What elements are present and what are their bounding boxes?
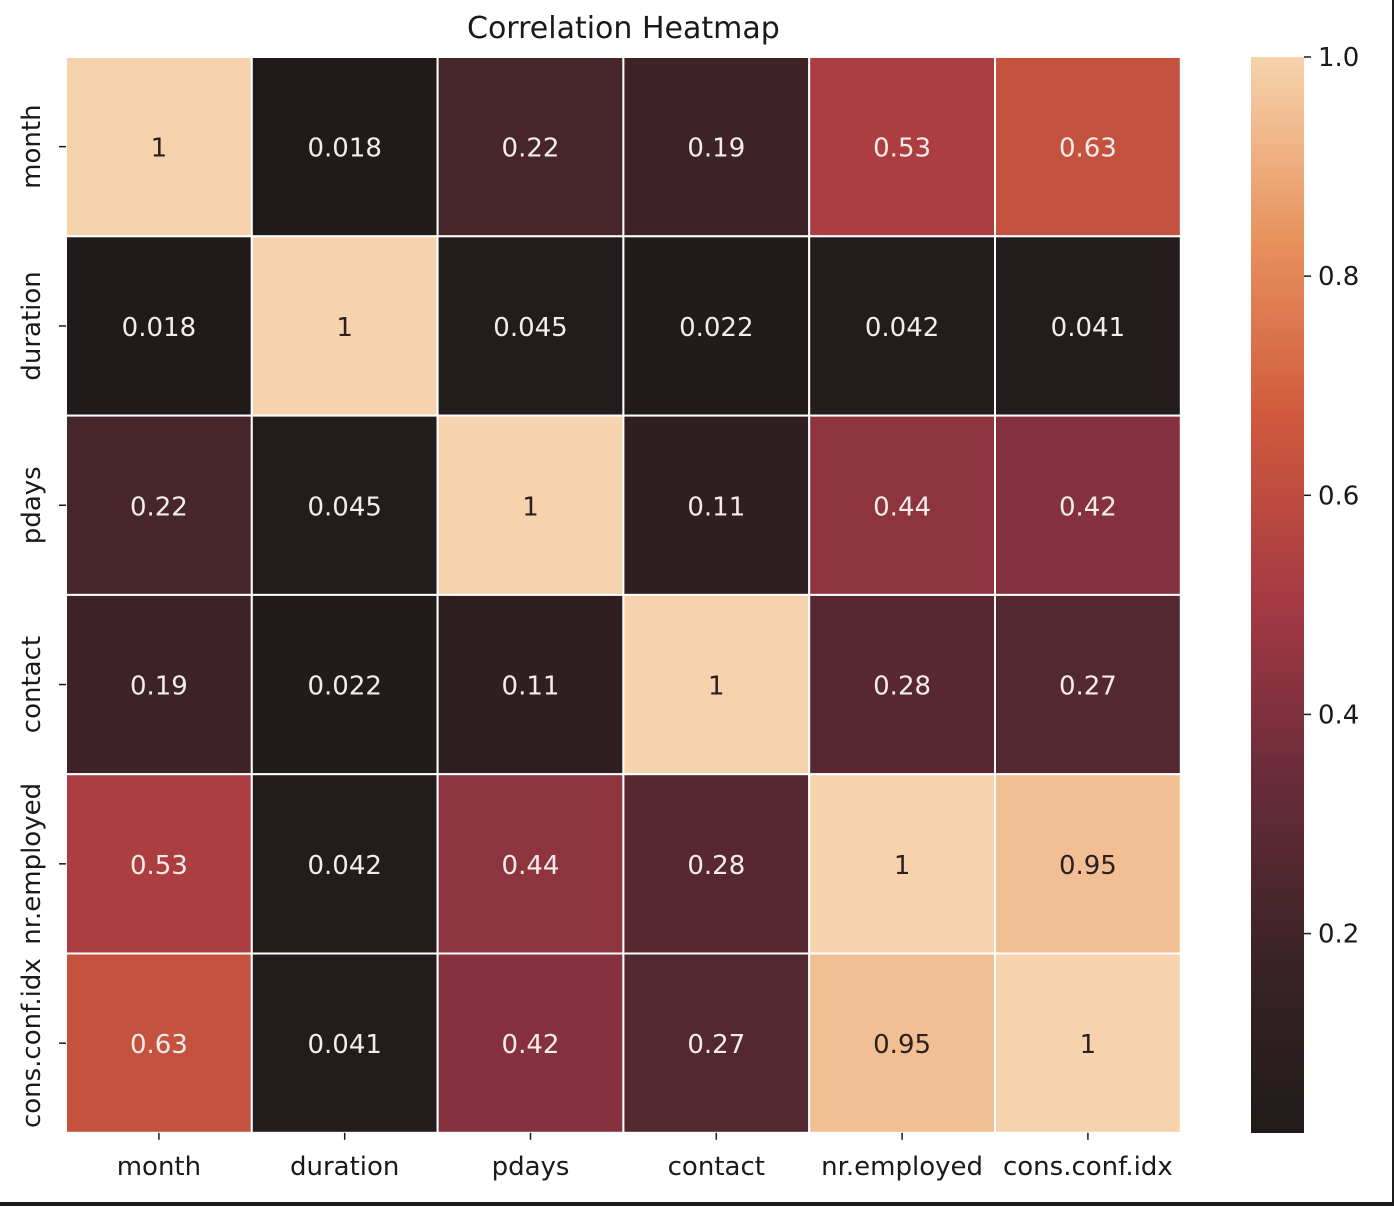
heatmap-cell-contact-duration	[250, 593, 439, 776]
cell-value-label: 0.11	[502, 672, 560, 702]
screenshot-bottom-border	[0, 1202, 1394, 1206]
cell-annotations: 1 0.018 0.22 0.19 0.53 0.63 0.018 1 0.045 0.022 0.…	[122, 134, 1125, 1061]
heatmap-cell-contact-pdays	[436, 593, 625, 776]
cell-value-label: 0.22	[502, 134, 560, 164]
cell-value-label: 0.041	[1051, 313, 1125, 343]
heatmap-cell-pdays-contact	[622, 414, 811, 596]
heatmap-cell-month-cons-conf-idx	[994, 56, 1182, 238]
colorbar-tick-label: 0.6	[1318, 481, 1359, 511]
heatmap-cell-contact-cons-conf-idx	[994, 593, 1182, 776]
cell-value-label: 1	[1080, 1030, 1097, 1060]
heatmap-cell-nr-employed-cons-conf-idx	[994, 773, 1182, 955]
x-tick-label-pdays: pdays	[492, 1152, 570, 1182]
cell-value-label: 0.041	[307, 1030, 381, 1060]
x-tick-label-nr-employed: nr.employed	[821, 1152, 983, 1182]
x-tick-label-duration: duration	[290, 1152, 399, 1182]
cell-value-label: 0.22	[130, 492, 188, 522]
heatmap-cell-pdays-cons-conf-idx	[994, 414, 1182, 596]
heatmap-cell-pdays-pdays	[436, 414, 625, 596]
cell-value-label: 0.44	[502, 851, 560, 881]
cell-value-label: 0.53	[130, 851, 188, 881]
heatmap-cell-nr-employed-nr-employed	[808, 773, 997, 955]
cell-value-label: 0.11	[687, 492, 745, 522]
y-tick-label-contact: contact	[17, 636, 47, 733]
heatmap-cell-cons-conf-idx-cons-conf-idx	[994, 952, 1182, 1134]
y-tick-label-duration: duration	[17, 271, 47, 380]
cell-value-label: 1	[522, 492, 539, 522]
cell-value-label: 1	[151, 134, 168, 164]
y-tick-label-cons-conf-idx: cons.conf.idx	[17, 958, 47, 1128]
cell-value-label: 0.95	[1059, 851, 1117, 881]
cell-value-label: 0.28	[687, 851, 745, 881]
heatmap-cell-nr-employed-month	[65, 773, 253, 955]
heatmap-cell-nr-employed-pdays	[436, 773, 625, 955]
cell-value-label: 0.95	[873, 1030, 931, 1060]
cell-value-label: 1	[894, 851, 911, 881]
heatmap-cell-contact-month	[65, 593, 253, 776]
cell-value-label: 0.042	[865, 313, 939, 343]
colorbar-tick-label: 0.4	[1318, 700, 1359, 730]
heatmap-cell-pdays-duration	[250, 414, 439, 596]
cell-value-label: 0.63	[1059, 134, 1117, 164]
colorbar-tick-label: 1.0	[1318, 43, 1359, 73]
heatmap-cell-nr-employed-contact	[622, 773, 811, 955]
heatmap-cell-cons-conf-idx-nr-employed	[808, 952, 997, 1134]
x-tick-label-contact: contact	[668, 1152, 765, 1182]
cell-value-label: 0.19	[687, 134, 745, 164]
cell-value-label: 0.27	[1059, 672, 1117, 702]
heatmap-cell-month-nr-employed	[808, 56, 997, 238]
cell-value-label: 1	[336, 313, 353, 343]
x-axis: month duration pdays contact nr.employed cons…	[117, 1132, 1173, 1182]
cell-value-label: 0.27	[687, 1030, 745, 1060]
cell-value-label: 0.19	[130, 672, 188, 702]
cell-value-label: 0.42	[502, 1030, 560, 1060]
heatmap-cell-cons-conf-idx-month	[65, 952, 253, 1134]
heatmap-cell-contact-nr-employed	[808, 593, 997, 776]
cell-value-label: 0.045	[493, 313, 567, 343]
x-tick-label-month: month	[117, 1152, 201, 1182]
heatmap-cells	[65, 56, 1182, 1134]
heatmap-cell-pdays-nr-employed	[808, 414, 997, 596]
cell-value-label: 0.018	[307, 134, 381, 164]
chart-title: Correlation Heatmap	[467, 11, 780, 46]
colorbar-bar	[1251, 57, 1304, 1133]
y-tick-label-pdays: pdays	[17, 466, 47, 544]
y-tick-label-nr-employed: nr.employed	[17, 783, 47, 945]
cell-value-label: 0.44	[873, 492, 931, 522]
cell-value-label: 0.42	[1059, 492, 1117, 522]
heatmap-cell-month-duration	[250, 56, 439, 238]
cell-value-label: 0.018	[122, 313, 196, 343]
y-axis: month duration pdays contact nr.employed cons…	[17, 104, 66, 1128]
cell-value-label: 0.045	[307, 492, 381, 522]
heatmap-cell-contact-contact	[622, 593, 811, 776]
heatmap-cell-month-pdays	[436, 56, 625, 238]
cell-value-label: 0.042	[307, 851, 381, 881]
colorbar-tick-label: 0.8	[1318, 262, 1359, 292]
colorbar-tick-label: 0.2	[1318, 920, 1359, 950]
cell-value-label: 0.022	[307, 672, 381, 702]
cell-value-label: 1	[708, 672, 725, 702]
heatmap-cell-duration-cons-conf-idx	[994, 235, 1182, 417]
heatmap-cell-pdays-month	[65, 414, 253, 596]
y-tick-label-month: month	[17, 104, 47, 188]
cell-value-label: 0.53	[873, 134, 931, 164]
heatmap-cell-month-contact	[622, 56, 811, 238]
x-tick-label-cons-conf-idx: cons.conf.idx	[1003, 1152, 1173, 1182]
colorbar: 0.2 0.4 0.6 0.8 1.0	[1251, 43, 1359, 1133]
heatmap-cell-duration-duration	[250, 235, 439, 417]
screenshot-right-border	[1392, 0, 1394, 1206]
heatmap-cell-month-month	[65, 56, 253, 238]
heatmap-cell-duration-contact	[622, 235, 811, 417]
cell-value-label: 0.28	[873, 672, 931, 702]
cell-value-label: 0.022	[679, 313, 753, 343]
cell-value-label: 0.63	[130, 1030, 188, 1060]
